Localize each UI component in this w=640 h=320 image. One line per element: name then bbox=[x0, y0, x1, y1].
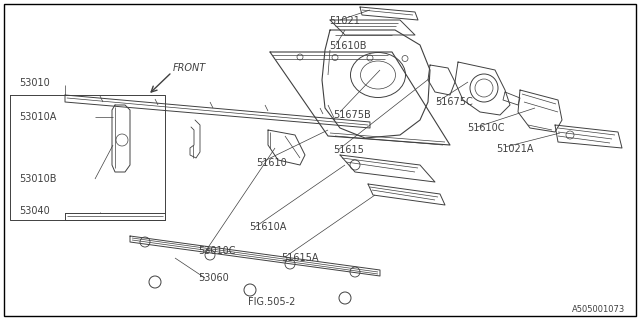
Text: 51610B: 51610B bbox=[330, 41, 367, 52]
Text: 53010B: 53010B bbox=[19, 174, 57, 184]
Text: 51675B: 51675B bbox=[333, 110, 371, 120]
Text: 53010A: 53010A bbox=[19, 112, 56, 122]
Text: 53010: 53010 bbox=[19, 78, 50, 88]
Text: 51615: 51615 bbox=[333, 145, 364, 156]
Text: 53060: 53060 bbox=[198, 273, 229, 284]
Text: 53040: 53040 bbox=[19, 206, 50, 216]
Text: 51615A: 51615A bbox=[282, 252, 319, 263]
Text: 51021: 51021 bbox=[330, 16, 360, 26]
Text: A505001073: A505001073 bbox=[572, 306, 625, 315]
Text: FIG.505-2: FIG.505-2 bbox=[248, 297, 296, 307]
Text: 51021A: 51021A bbox=[496, 144, 534, 154]
Text: 51610A: 51610A bbox=[250, 222, 287, 232]
Text: FRONT: FRONT bbox=[173, 63, 206, 73]
Text: 51610C: 51610C bbox=[467, 123, 505, 133]
Text: 51610: 51610 bbox=[256, 158, 287, 168]
Text: 53010C: 53010C bbox=[198, 246, 236, 256]
Text: 51675C: 51675C bbox=[435, 97, 473, 108]
